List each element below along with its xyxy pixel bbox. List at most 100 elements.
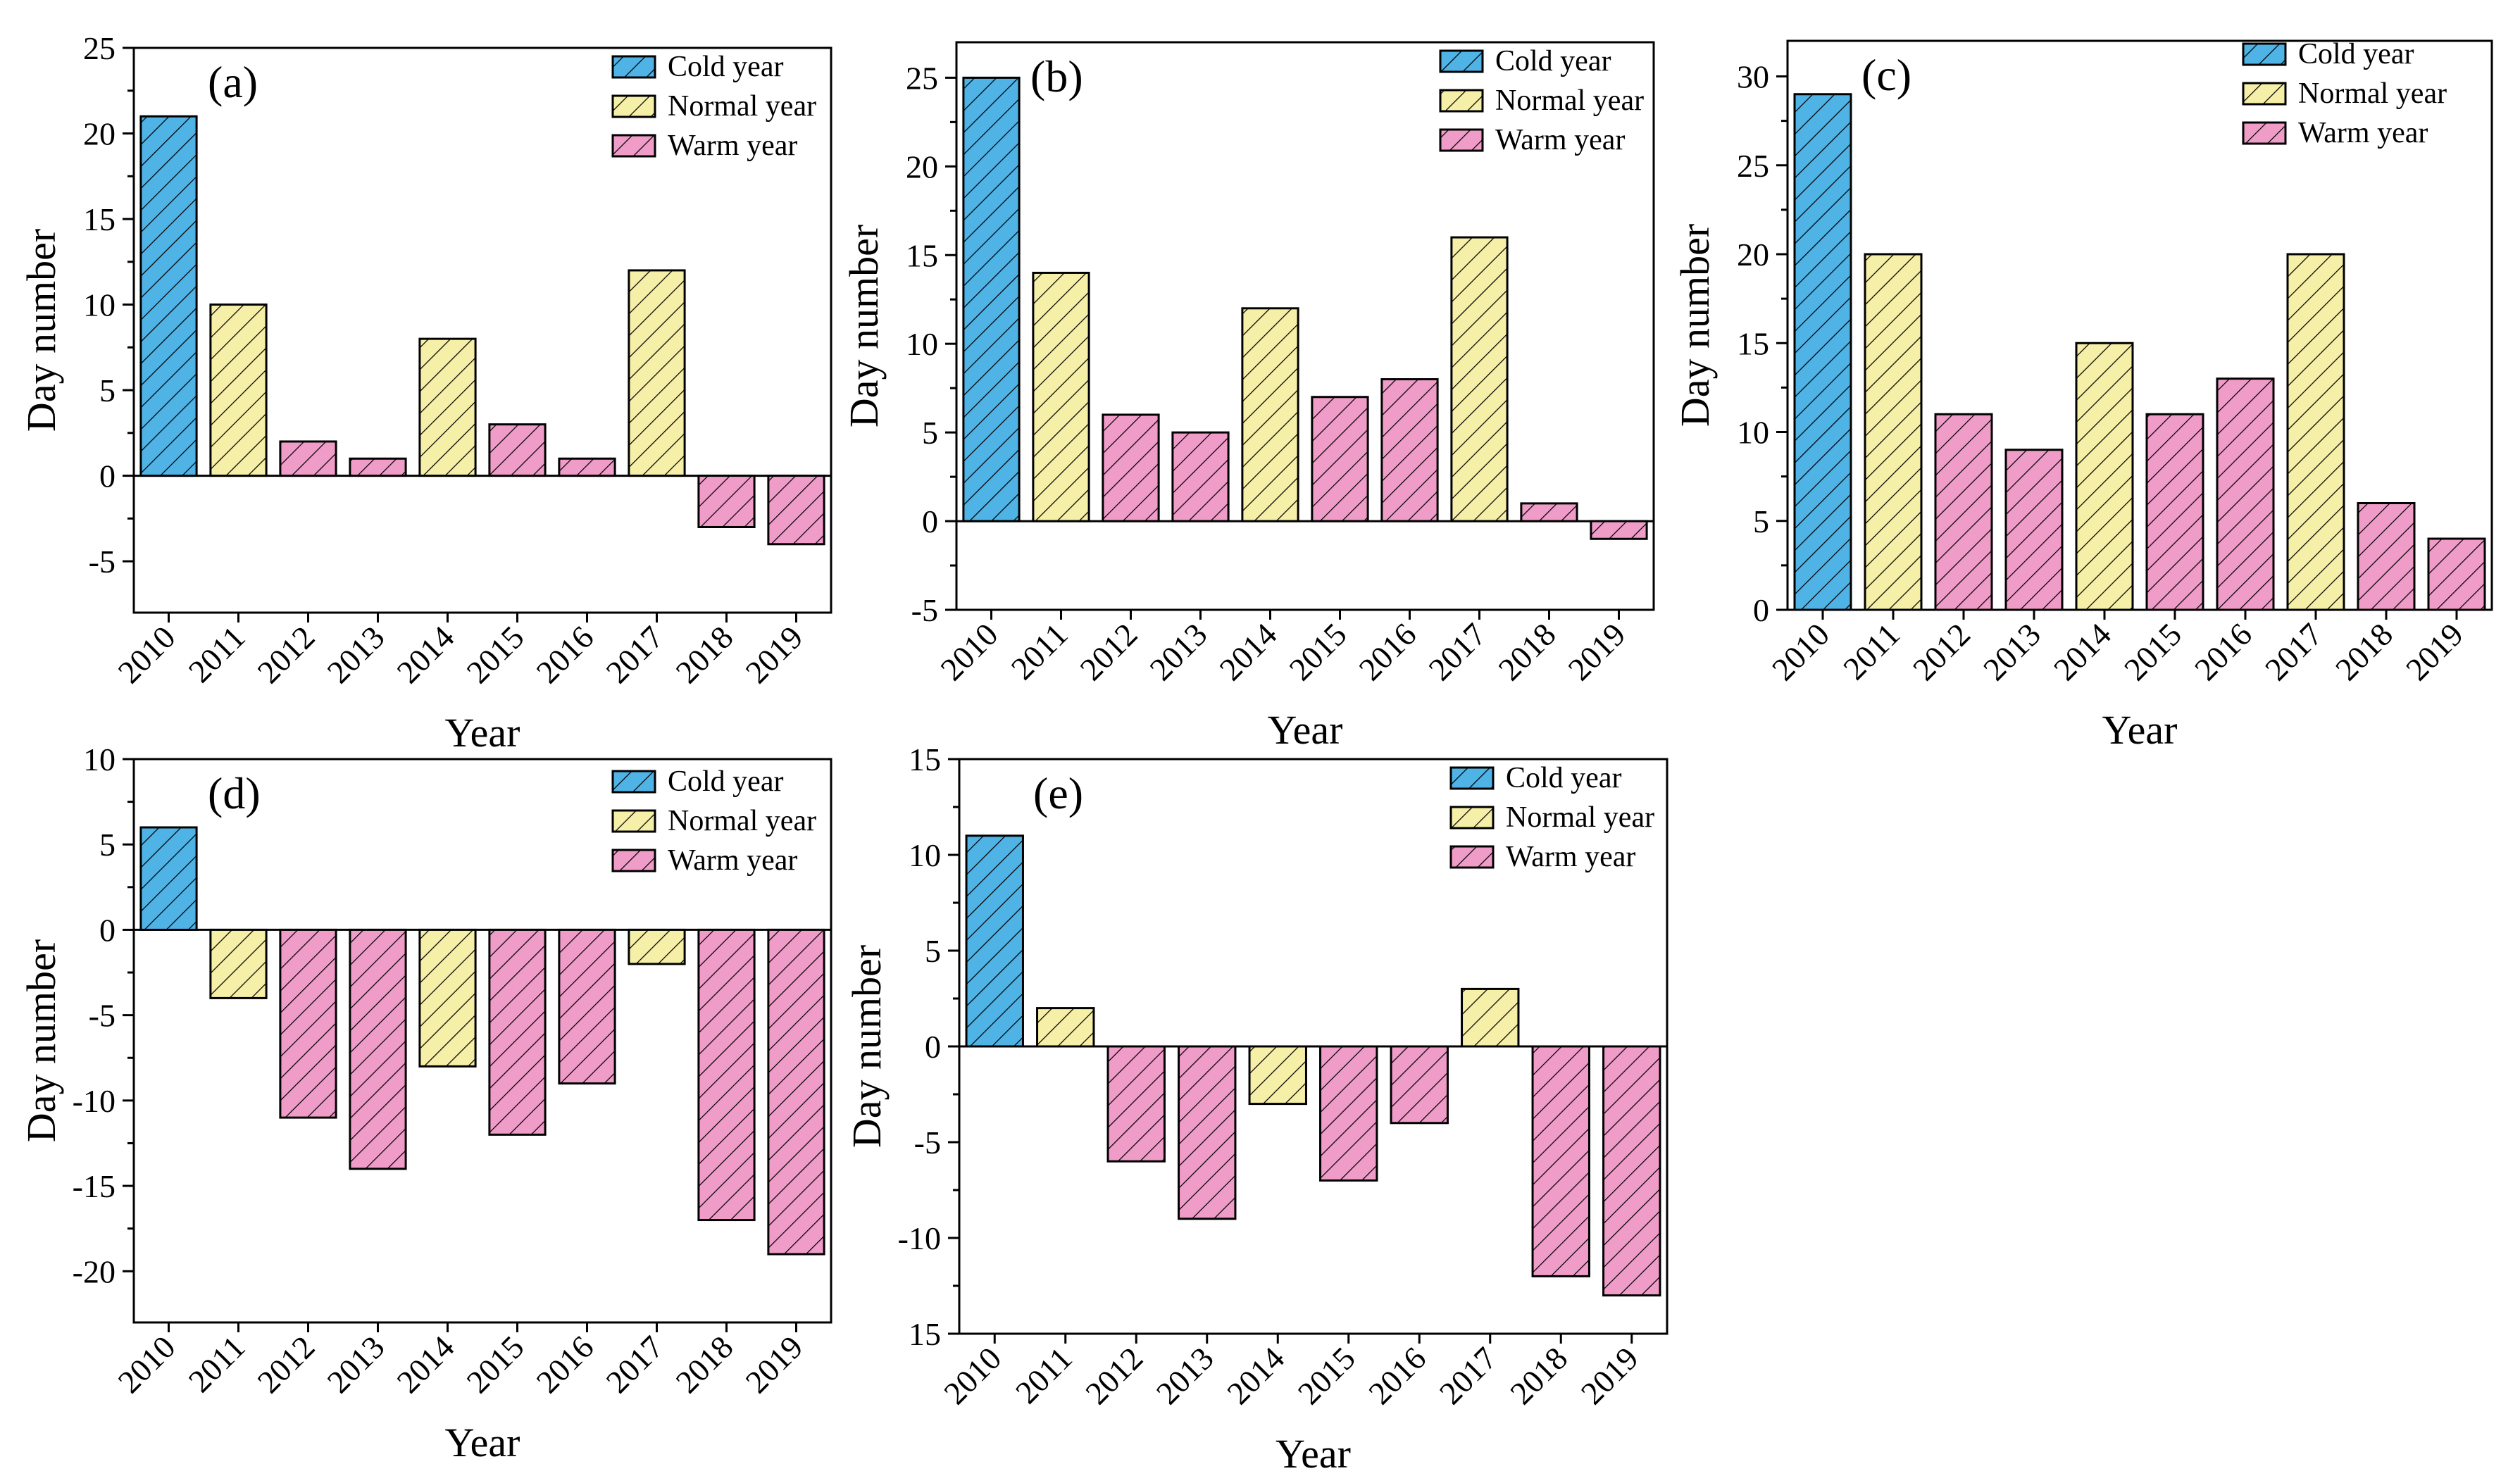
legend-swatch [1449,845,1495,869]
bar-hatch [488,928,547,1136]
bar-hatch [697,928,756,1222]
bar-2010 [1793,93,1852,611]
x-tick-label: 2010 [933,616,1004,687]
panel-label: (b) [1030,51,1083,101]
bar-2019 [2427,537,2486,611]
bar-hatch [558,457,616,477]
x-tick-label: 2014 [1220,1340,1291,1411]
legend-label: Warm year [668,130,797,162]
bar-2014 [1241,307,1299,523]
y-tick-label: 5 [922,415,938,451]
x-tick-label: 2016 [529,1329,600,1400]
legend-swatch [611,849,656,872]
bar-hatch [1171,431,1230,523]
bar-2016 [558,928,616,1085]
bar-2017 [628,269,686,477]
bar-2011 [1036,1007,1095,1048]
y-tick-label: 15 [909,742,941,777]
bar-hatch [1793,93,1852,611]
bar-2011 [1032,271,1090,523]
bar-2011 [209,304,268,477]
legend-swatch [611,134,656,158]
legend-label: Cold year [1506,762,1621,794]
y-tick-label: 25 [83,30,116,66]
bar-hatch [209,928,268,999]
legend: Cold year Normal year Warm year [2242,38,2447,149]
panel-label: (a) [208,57,258,107]
y-tick-label: 15 [1737,325,1769,361]
bar-2019 [1602,1045,1661,1297]
bar-hatch [628,269,686,477]
bar-2013 [349,928,407,1170]
legend-swatch [1439,128,1484,152]
legend: Cold year Normal year Warm year [1439,45,1644,156]
bar-2012 [279,440,337,477]
x-tick-label: 2013 [320,619,391,690]
x-tick-label: 2011 [1004,616,1075,687]
bar-hatch [697,475,756,528]
x-tick-label: 2010 [111,619,182,690]
bar-2012 [1934,413,1993,611]
y-tick-label: 0 [925,1029,941,1065]
bar-hatch [139,115,198,477]
bar-2015 [2145,413,2204,611]
bar-hatch [962,76,1021,523]
bar-hatch [349,928,407,1170]
bar-hatch [1450,236,1509,523]
bar-hatch [1864,253,1923,611]
bar-2016 [1390,1045,1449,1125]
x-tick-label: 2017 [1421,616,1492,687]
y-tick-label: 25 [906,60,938,96]
bar-hatch [1531,1045,1590,1277]
bar-2017 [1461,987,1520,1048]
bar-2019 [767,475,825,546]
legend-label: Normal year [1506,801,1654,834]
bar-hatch [1520,502,1578,523]
bar-2012 [1102,413,1160,523]
y-tick-label: 20 [83,116,116,152]
bar-hatch [1934,413,1993,611]
y-axis-title: Day number [841,225,887,427]
x-tick-label: 2014 [1212,616,1283,687]
y-tick-label: 10 [906,326,938,362]
y-tick-label: 30 [1737,59,1769,95]
x-tick-label: 2015 [459,619,530,690]
bar-hatch [209,304,268,477]
legend-label: Normal year [1495,85,1644,117]
x-tick-label: 2014 [2047,616,2118,687]
x-tick-label: 2011 [182,619,252,689]
bar-2014 [1248,1045,1307,1106]
x-tick-label: 2012 [1073,616,1144,687]
x-axis-title: Year [1268,707,1343,753]
chart-panel-b: -5 0 5 10 15 20 25 2010 201120122013201420152016… [841,41,1655,753]
bar-2014 [2075,342,2134,611]
legend-swatch [1449,806,1495,830]
bar-2016 [558,457,616,477]
x-axis-title: Year [1275,1431,1351,1477]
bar-hatch [965,834,1024,1048]
x-tick-label: 2016 [2188,616,2259,687]
x-tick-label: 2012 [250,619,321,690]
bar-hatch [628,928,686,965]
x-tick-label: 2011 [182,1329,252,1399]
bar-hatch [1319,1045,1378,1182]
x-tick-label: 2010 [111,1329,182,1400]
x-tick-label: 2013 [1976,616,2047,687]
y-tick-label: 5 [925,933,941,969]
bar-2016 [2216,377,2275,611]
legend-label: Warm year [1495,124,1625,156]
panel-label: (e) [1033,768,1083,818]
bar-2017 [1450,236,1509,523]
bar-2017 [628,928,686,965]
x-tick-label: 2017 [599,1329,670,1400]
x-tick-label: 2015 [1291,1340,1362,1411]
y-tick-label: 0 [922,503,938,539]
legend-label: Normal year [668,805,816,837]
y-tick-label: 15 [83,201,116,237]
x-tick-label: 2013 [320,1329,391,1400]
bar-hatch [1102,413,1160,523]
bar-hatch [2216,377,2275,611]
bar-2013 [1178,1045,1237,1220]
